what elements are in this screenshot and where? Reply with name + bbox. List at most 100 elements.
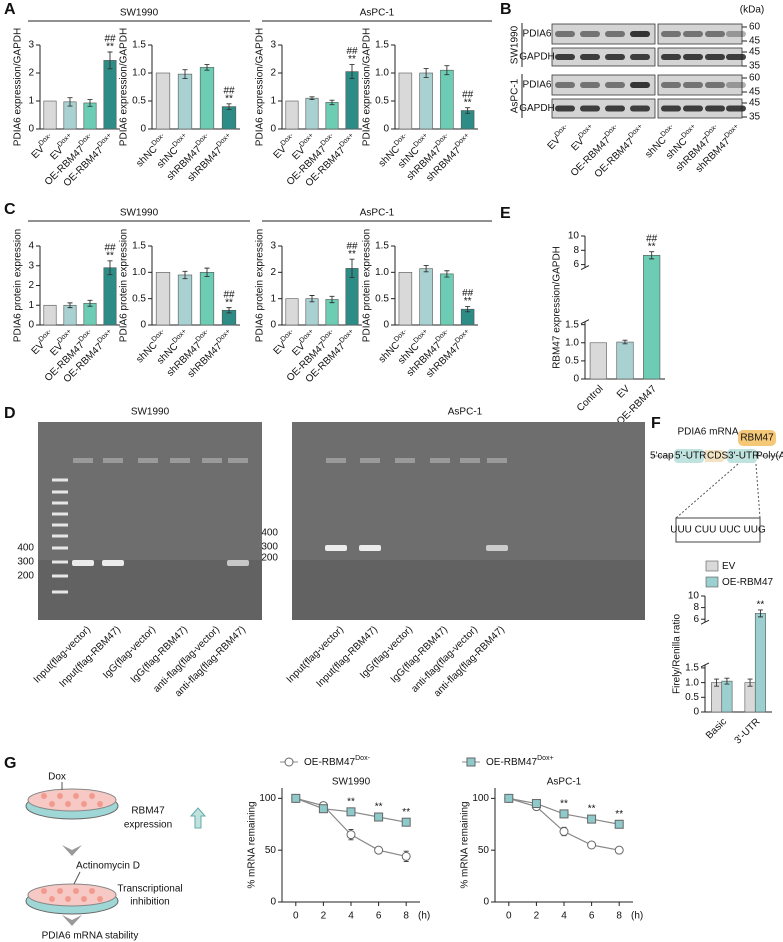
y-axis-label: PDIA6 expression/GAPDH <box>13 28 24 146</box>
significance: ** <box>560 799 568 810</box>
gel-well <box>170 458 190 463</box>
y-tick-label: 6 <box>573 259 579 270</box>
group-title: AsPC-1 <box>360 208 395 219</box>
bar <box>325 102 339 130</box>
bar <box>43 100 57 130</box>
gel-band <box>227 560 249 566</box>
error-bar <box>724 677 730 685</box>
superscript: Dox+ <box>627 123 644 140</box>
gel-well <box>103 458 123 463</box>
error-bar <box>349 258 355 279</box>
superscript: Dox- <box>77 131 93 147</box>
y-tick-label: 1.0 <box>132 267 146 278</box>
error-bar <box>714 678 720 687</box>
blot-band <box>726 54 746 60</box>
superscript: Dox- <box>279 131 295 147</box>
superscript: Dox- <box>553 122 569 138</box>
y-tick-label: 0.5 <box>375 96 389 107</box>
superscript: Dox- <box>703 122 719 138</box>
bar <box>221 106 237 130</box>
superscript: Dox- <box>77 327 93 343</box>
bar <box>589 342 607 380</box>
cell <box>73 888 79 894</box>
label-text: shNC <box>643 135 668 160</box>
y-axis-label: PDIA6 expression/GAPDH <box>255 28 266 146</box>
protein-label: PDIA6 <box>523 80 552 91</box>
blot-band <box>630 105 650 112</box>
error-bar <box>649 251 655 260</box>
size-marker: 300 <box>261 542 278 553</box>
cell <box>65 896 71 902</box>
label-text: 3'-UTR <box>732 716 762 746</box>
significance: ## <box>462 288 474 299</box>
superscript: Dox+ <box>338 328 355 345</box>
blot-band <box>630 31 650 37</box>
superscript: Dox- <box>150 327 166 343</box>
superscript: Dox+ <box>537 755 554 762</box>
superscript: Dox+ <box>171 328 188 345</box>
size-marker: 200 <box>17 571 34 582</box>
lane-label: Input(flag-RBM47) <box>314 624 380 690</box>
point <box>401 817 411 827</box>
gel-title: SW1990 <box>131 407 170 418</box>
legend-symbol <box>284 757 294 767</box>
blot-band <box>726 82 746 88</box>
significance: ** <box>375 802 383 813</box>
motif-callout <box>675 463 761 519</box>
gel-shade <box>38 560 262 620</box>
schematic-text: inhibition <box>130 897 169 908</box>
axis-break <box>700 619 710 625</box>
superscript: Dox+ <box>96 132 113 149</box>
ladder-band <box>52 501 68 505</box>
label-text: EV <box>271 143 288 160</box>
y-tick-label: 2 <box>270 68 276 79</box>
significance: ** <box>615 809 623 820</box>
cell <box>81 896 87 902</box>
legend-label: EV <box>722 561 736 572</box>
cell <box>73 793 79 799</box>
error-bar <box>444 65 450 76</box>
point <box>291 793 301 803</box>
superscript: Dox+ <box>215 328 232 345</box>
x-tick-label: 2 <box>321 911 327 922</box>
significance: ** <box>225 297 233 308</box>
y-axis-label: PDIA6 protein expression <box>119 229 130 342</box>
error-bar <box>87 299 93 307</box>
bar <box>285 100 299 130</box>
superscript: Dox- <box>434 327 450 343</box>
size-marker: 300 <box>17 557 34 568</box>
x-axis-label: (h) <box>631 911 643 922</box>
legend-label: OE-RBM47 <box>722 577 774 588</box>
significance: ** <box>348 54 356 65</box>
point <box>374 845 384 855</box>
significance: ## <box>104 34 116 45</box>
point <box>318 804 328 814</box>
blot-band <box>555 31 575 37</box>
cell-line-label: AsPC-1 <box>510 78 521 113</box>
error-bar <box>182 69 188 80</box>
label-text: shNC <box>134 144 159 169</box>
error-bar <box>349 64 355 80</box>
blot-band <box>683 54 703 60</box>
blot-band <box>726 105 746 112</box>
panel-letter: E <box>500 205 511 222</box>
blot-band <box>705 82 725 88</box>
error-bar <box>309 96 315 101</box>
y-tick-label: 1.5 <box>132 241 146 252</box>
marker-label: 60 <box>749 22 761 33</box>
superscript: Dox- <box>319 131 335 147</box>
point <box>587 840 597 850</box>
error-bar <box>204 267 210 277</box>
protein-label: GAPDH <box>519 52 555 63</box>
y-tick-label: 1.0 <box>132 68 146 79</box>
superscript: Dox+ <box>454 328 471 345</box>
superscript: Dox- <box>37 131 53 147</box>
label-text: EV <box>545 134 562 151</box>
gel-well <box>460 458 480 463</box>
group-title: SW1990 <box>120 8 159 19</box>
y-tick-label: 6 <box>693 614 699 625</box>
error-bar <box>329 99 335 106</box>
group-title: SW1990 <box>120 208 159 219</box>
y-axis-label: Firely/Renilla ratio <box>672 614 683 694</box>
y-tick-label: 1 <box>28 300 34 311</box>
